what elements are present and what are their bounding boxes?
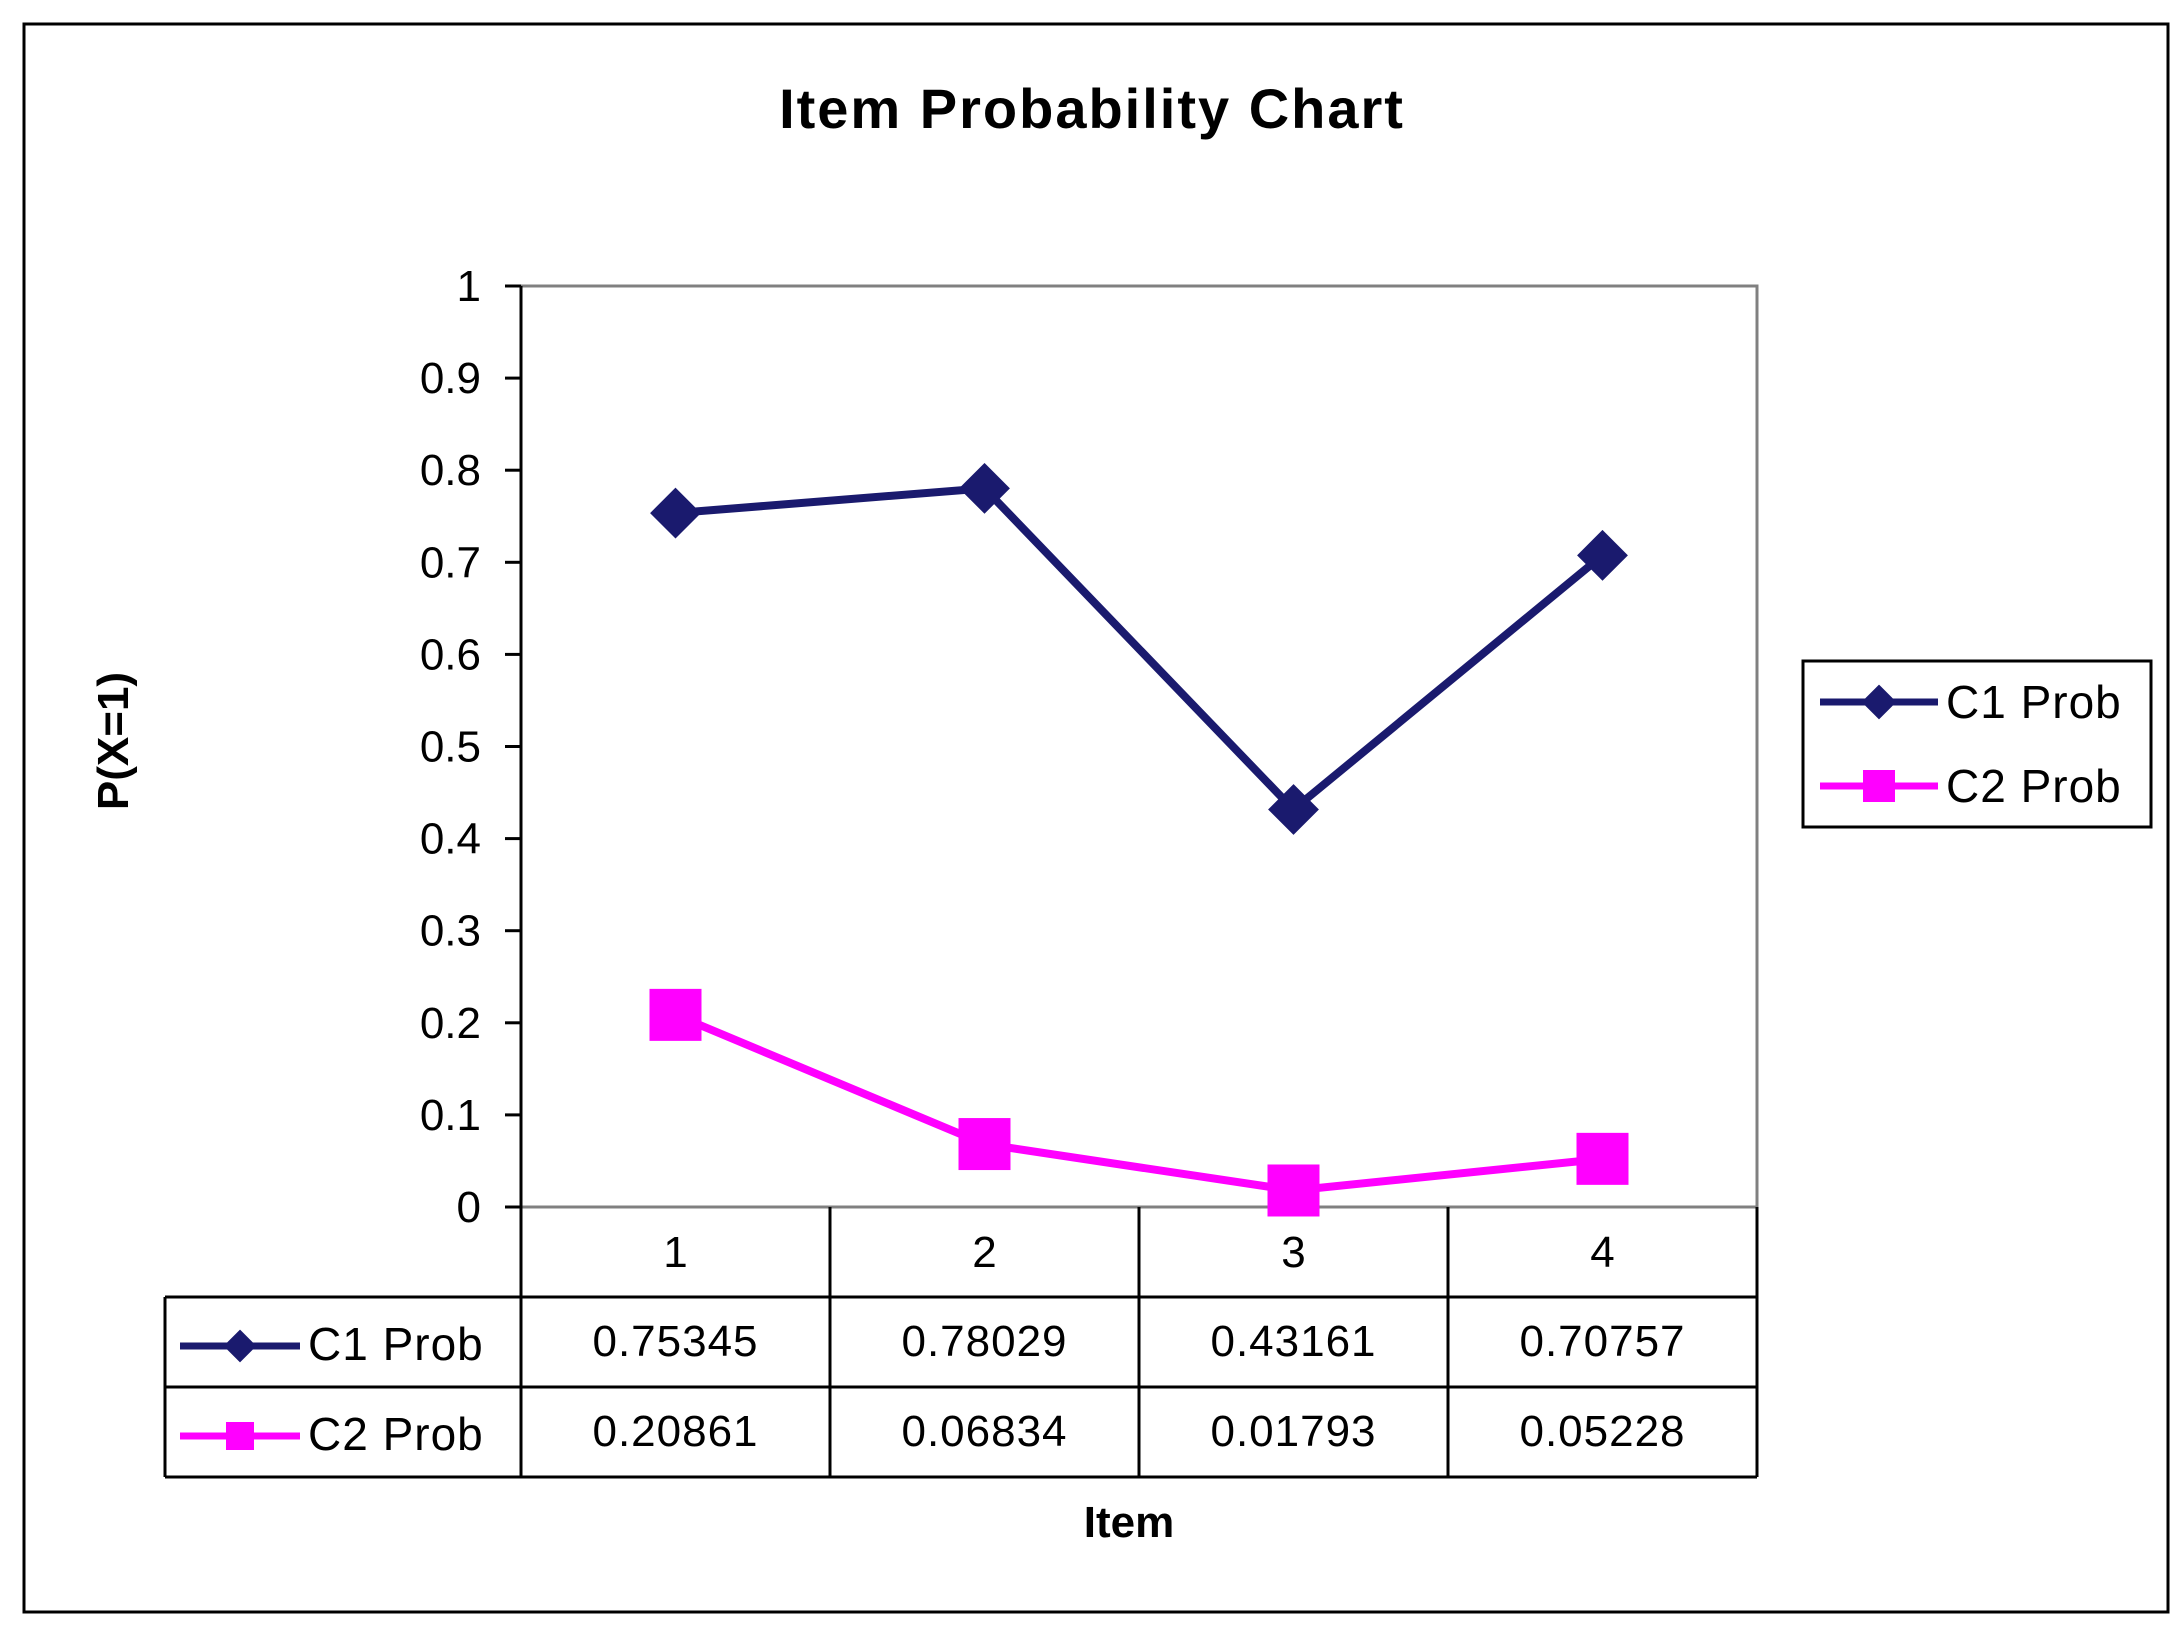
table-cell: 0.75345 bbox=[592, 1317, 758, 1366]
y-tick-label: 0.7 bbox=[420, 538, 481, 587]
table-key-marker bbox=[223, 1329, 257, 1363]
y-tick-label: 0.1 bbox=[420, 1091, 481, 1140]
y-tick-label: 0.5 bbox=[420, 723, 481, 772]
legend-label: C1 Prob bbox=[1946, 676, 2122, 728]
table-series-name: C2 Prob bbox=[308, 1408, 484, 1460]
y-tick-label: 1 bbox=[457, 262, 481, 311]
y-axis: 0 0.1 0.2 0.3 0.4 0.5 0.6 0.7 0.8 0.9 1 bbox=[420, 262, 523, 1232]
data-point bbox=[1577, 529, 1628, 581]
chart-title: Item Probability Chart bbox=[779, 77, 1405, 140]
table-cell: 0.01793 bbox=[1210, 1407, 1376, 1456]
data-point bbox=[1268, 784, 1319, 835]
plot-area bbox=[519, 284, 1759, 1209]
y-tick-label: 0.3 bbox=[420, 907, 481, 956]
data-point bbox=[1576, 1132, 1629, 1185]
legend-label: C2 Prob bbox=[1946, 760, 2122, 812]
x-tick-label: 1 bbox=[663, 1228, 687, 1277]
y-tick-label: 0.9 bbox=[420, 354, 481, 403]
table-cell: 0.05228 bbox=[1519, 1407, 1685, 1456]
y-tick-label: 0.8 bbox=[420, 446, 481, 495]
x-tick-label: 4 bbox=[1590, 1228, 1614, 1277]
table-cell: 0.43161 bbox=[1210, 1317, 1376, 1366]
legend-key-marker bbox=[1861, 684, 1897, 720]
data-point bbox=[650, 487, 701, 539]
series-line bbox=[673, 1011, 1603, 1195]
data-table: C1 Prob 0.75345 0.78029 0.43161 0.70757 C2 Pr… bbox=[163, 1207, 1759, 1479]
data-point bbox=[958, 1118, 1011, 1171]
legend-key-marker bbox=[1863, 770, 1895, 802]
table-cell: 0.70757 bbox=[1519, 1317, 1685, 1366]
table-series-name: C1 Prob bbox=[308, 1318, 484, 1370]
series-line bbox=[675, 484, 1606, 815]
x-axis-title: Item bbox=[1084, 1498, 1174, 1547]
y-tick-label: 0.6 bbox=[420, 630, 481, 679]
table-cell: 0.20861 bbox=[592, 1407, 758, 1456]
data-point bbox=[1267, 1164, 1320, 1217]
table-key-marker bbox=[226, 1422, 254, 1450]
table-cell: 0.06834 bbox=[901, 1407, 1067, 1456]
legend-box bbox=[1801, 659, 2153, 829]
series-1 bbox=[650, 462, 1628, 835]
x-tick-label: 3 bbox=[1281, 1228, 1305, 1277]
series-layer bbox=[649, 462, 1629, 1217]
y-axis-title: P(X=1) bbox=[89, 672, 138, 810]
x-tick-label: 2 bbox=[972, 1228, 996, 1277]
table-cell: 0.78029 bbox=[901, 1317, 1067, 1366]
y-tick-label: 0.4 bbox=[420, 815, 481, 864]
y-tick-label: 0.2 bbox=[420, 999, 481, 1048]
legend: C1 Prob C2 Prob bbox=[1820, 676, 2122, 812]
data-point bbox=[649, 988, 702, 1041]
y-tick-label: 0 bbox=[457, 1183, 481, 1232]
series-2 bbox=[649, 988, 1629, 1217]
x-axis-tick-labels: 1 2 3 4 bbox=[663, 1228, 1614, 1277]
data-point bbox=[959, 462, 1010, 514]
